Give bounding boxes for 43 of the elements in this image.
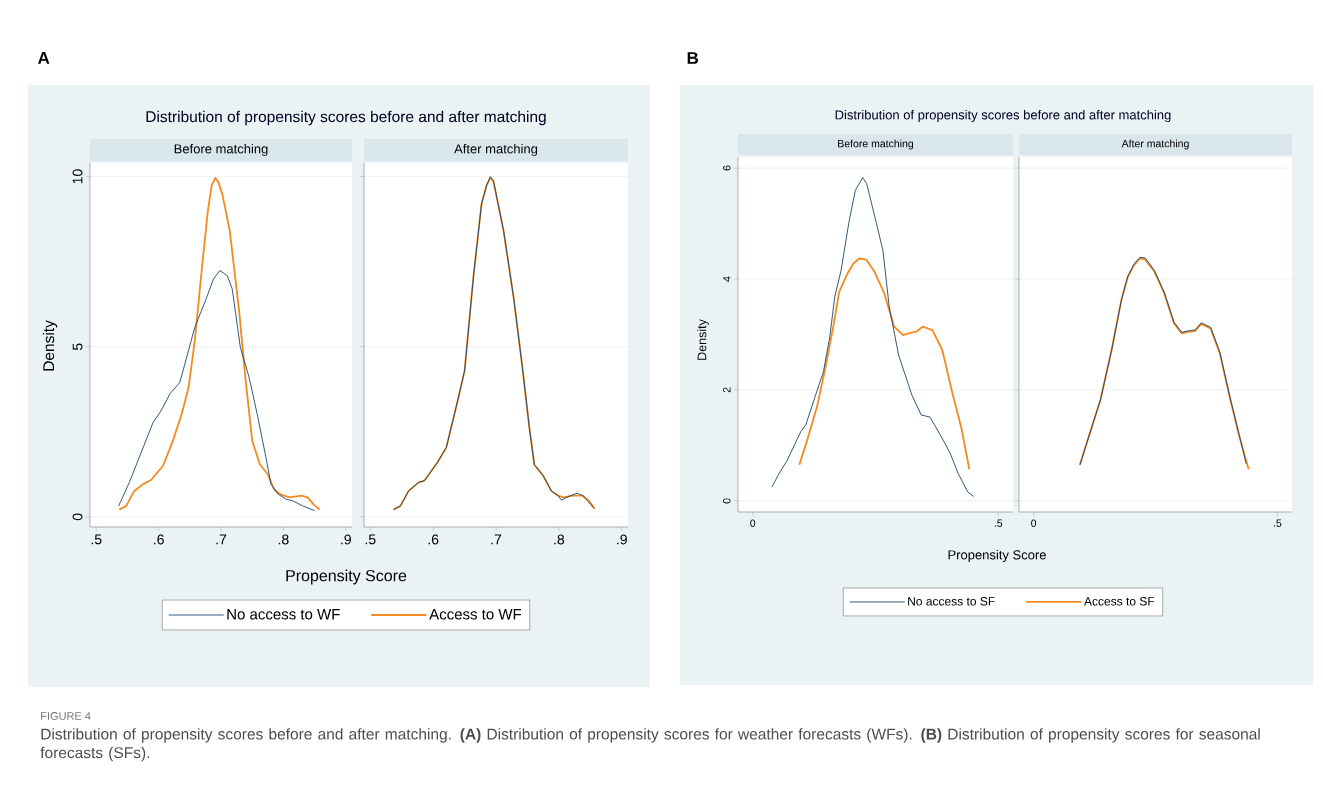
line-series: [798, 257, 971, 471]
y-tick-label: 6: [723, 165, 731, 171]
chart-subtitle: Before matching: [174, 143, 268, 157]
x-tick-label: .5: [365, 534, 376, 545]
chart-title: Distribution of propensity scores before and after matching: [146, 110, 546, 126]
y-tick-label: 10: [72, 169, 83, 184]
y-tick-label: 5: [72, 343, 83, 351]
x-tick-label: .9: [617, 534, 627, 545]
line-series: [118, 270, 316, 512]
line-series: [118, 177, 321, 511]
x-axis-title: Propensity Score: [286, 569, 407, 585]
y-tick-label: 0: [723, 498, 731, 504]
x-tick-label: .5: [994, 519, 1003, 527]
y-tick-label: 2: [723, 387, 731, 393]
x-tick-label: 0: [750, 519, 756, 527]
x-tick-label: .6: [428, 534, 439, 545]
x-tick-label: .9: [341, 534, 351, 545]
x-tick-label: .7: [491, 534, 502, 545]
text: A: [37, 52, 50, 64]
chart-subtitle: Before matching: [838, 139, 914, 150]
chart-subtitle: After matching: [1121, 139, 1189, 150]
y-tick-label: 0: [72, 513, 83, 521]
x-axis-title: Propensity Score: [948, 549, 1046, 563]
legend-label: Access to WF: [429, 609, 522, 620]
chart-title: Distribution of propensity scores before and after matching: [835, 109, 1171, 123]
caption: FIGURE 4: [41, 712, 91, 720]
x-tick-label: .5: [1273, 519, 1282, 527]
legend-label: No access to WF: [227, 609, 340, 620]
x-tick-label: .5: [91, 534, 102, 545]
y-axis-title: Density: [697, 319, 709, 360]
x-tick-label: .7: [216, 534, 227, 545]
x-tick-label: .6: [154, 534, 164, 545]
x-tick-label: .8: [278, 534, 289, 545]
x-tick-label: 0: [1031, 519, 1037, 527]
x-tick-label: .8: [554, 534, 565, 545]
legend-label: Access to SF: [1084, 597, 1155, 606]
y-axis-title: Density: [42, 320, 58, 371]
text: B: [687, 52, 699, 64]
line-series: [771, 177, 975, 497]
chart-subtitle: After matching: [454, 143, 538, 157]
legend-label: No access to SF: [908, 597, 995, 606]
text: Distribution of propensity scores before and after matching. (A) Distribution of propensity scores for weather forecasts (WFs). (B) Distribution of propensity scores for seasonal forecasts (SFs).: [40, 728, 1260, 762]
y-tick-label: 4: [723, 276, 731, 282]
